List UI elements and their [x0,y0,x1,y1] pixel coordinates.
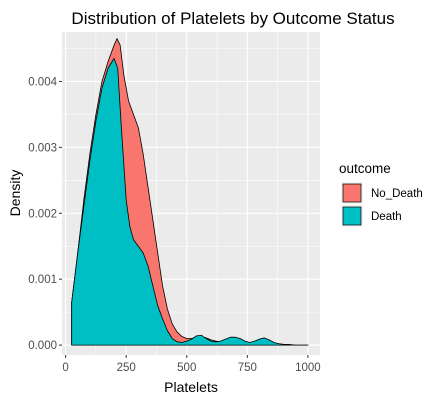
y-tick-label: 0.001 [28,274,57,286]
density-areas [71,38,309,346]
y-axis: 0.000 0.001 0.002 0.003 0.004 [28,76,62,352]
x-tick-label: 250 [117,362,136,374]
y-tick-label: 0.004 [28,76,57,88]
legend-item: No_Death [341,182,423,204]
y-tick-label: 0.000 [28,340,57,352]
legend-label: Death [371,211,402,223]
legend-swatch [342,206,362,226]
legend-item: Death [341,205,402,227]
x-tick-label: 0 [62,362,68,374]
legend: outcome No_Death Death [339,161,423,227]
chart-title: Distribution of Platelets by Outcome Sta… [71,9,394,28]
legend-title: outcome [339,161,391,176]
y-tick-label: 0.003 [28,142,57,154]
x-tick-label: 750 [238,362,257,374]
x-tick-label: 1000 [295,362,321,374]
x-axis: 0 250 500 750 1000 [62,355,321,374]
y-tick-label: 0.002 [28,208,57,220]
x-tick-label: 500 [177,362,196,374]
y-axis-title: Density [7,170,23,217]
legend-label: No_Death [371,188,423,200]
density-area-death [71,57,309,346]
x-axis-title: Platelets [164,379,218,395]
legend-swatch [342,183,362,203]
